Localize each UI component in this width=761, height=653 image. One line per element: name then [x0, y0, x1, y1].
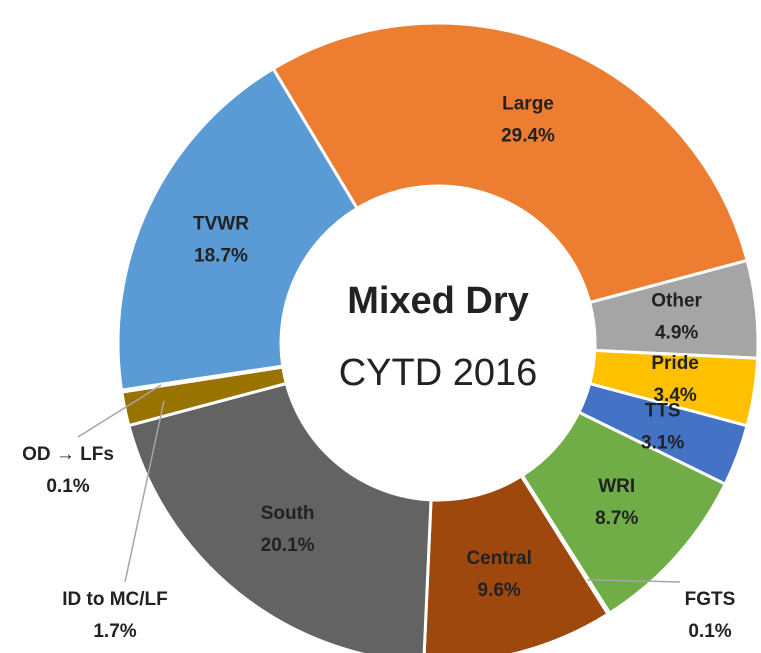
slice-label: WRI: [598, 476, 635, 497]
slice-label: OD → LFs: [22, 444, 114, 465]
leader-line: [77, 384, 162, 438]
slice-value: 18.7%: [194, 246, 248, 267]
slice-value: 0.1%: [688, 621, 731, 642]
leader-line: [587, 579, 681, 583]
chart-subtitle: CYTD 2016: [339, 352, 538, 394]
slice-label: Central: [466, 548, 531, 569]
slice-value: 9.6%: [478, 580, 521, 601]
donut: [116, 21, 760, 653]
slice: [271, 21, 750, 305]
slice-value: 8.7%: [595, 508, 638, 529]
slice-value: 4.9%: [655, 322, 698, 343]
slice-label: Pride: [651, 353, 699, 374]
slice-value: 20.1%: [261, 535, 315, 556]
slice-label: Large: [502, 94, 554, 115]
slice-value: 29.4%: [501, 126, 555, 147]
slice-value: 3.4%: [653, 385, 696, 406]
slice-value: 1.7%: [93, 621, 136, 642]
slice-label: Other: [651, 290, 702, 311]
chart-title: Mixed Dry: [347, 280, 529, 322]
labels: Large 29.4% Other 4.9% Pride 3.4%TTS 3.1% WRI 8.…: [22, 94, 735, 642]
slice: [116, 66, 360, 392]
slice-label: ID to MC/LF: [62, 589, 168, 610]
slice-value: 3.1%: [641, 432, 684, 453]
slice-label: TTS: [645, 400, 681, 421]
slice-label: FGTS: [685, 589, 736, 610]
leader-line: [124, 400, 165, 583]
slice-label: TVWR: [193, 214, 249, 235]
slice: [422, 473, 611, 653]
slice: [126, 381, 433, 653]
slice-value: 0.1%: [46, 476, 89, 497]
slice-label: South: [261, 503, 315, 524]
